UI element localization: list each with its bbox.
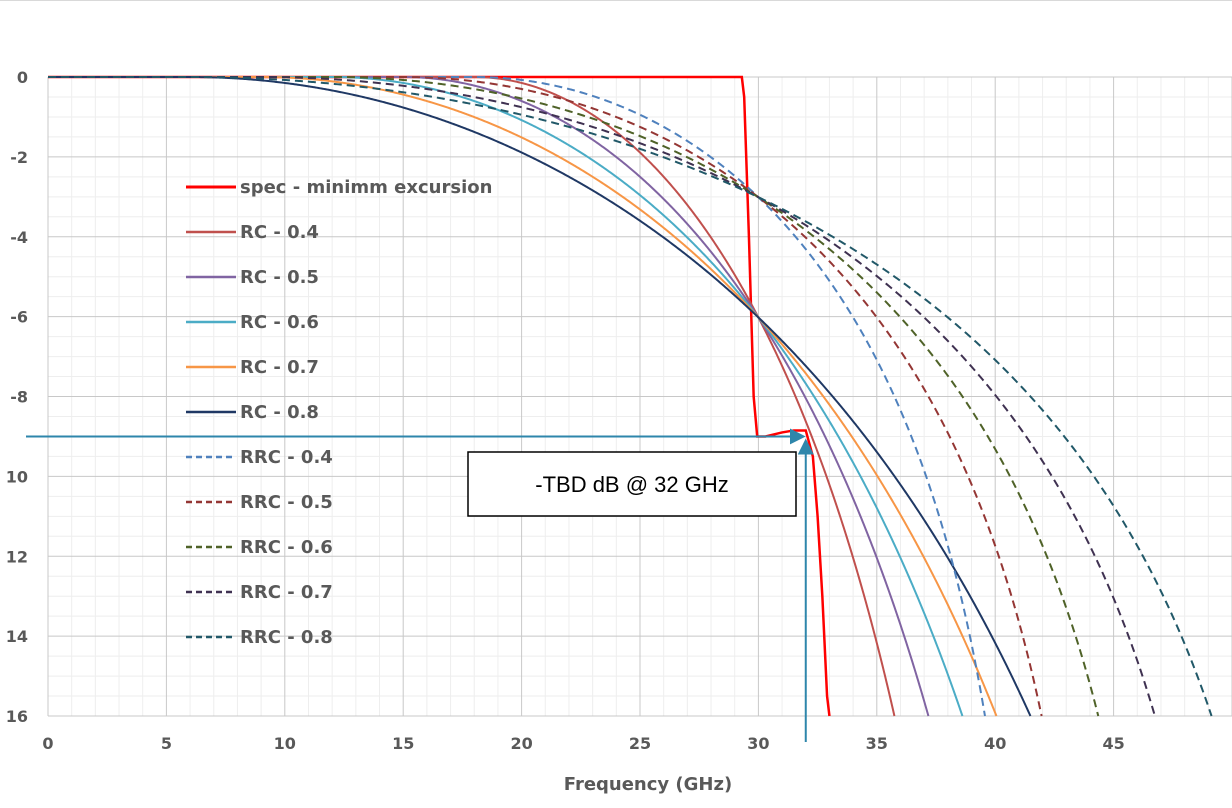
annotation-text: -TBD dB @ 32 GHz <box>535 472 729 497</box>
annotation-markers <box>26 428 814 742</box>
legend-label: RC - 0.7 <box>240 357 319 378</box>
y-tick-label: 14 <box>6 627 28 646</box>
legend-label: RRC - 0.5 <box>240 492 333 513</box>
x-tick-label: 25 <box>629 734 651 753</box>
series-line <box>48 75 831 717</box>
x-tick-label: 10 <box>274 734 296 753</box>
y-tick-label: 10 <box>6 467 28 486</box>
legend-label: RRC - 0.6 <box>240 537 333 558</box>
series-lines <box>48 75 1213 717</box>
grid <box>47 76 1232 717</box>
y-tick-label: -4 <box>10 228 28 247</box>
x-axis-title: Frequency (GHz) <box>564 774 732 795</box>
legend-label: spec - minimm excursion <box>240 177 492 198</box>
y-tick-label: -2 <box>10 148 28 167</box>
x-tick-label: 35 <box>866 734 888 753</box>
legend-label: RC - 0.5 <box>240 267 319 288</box>
y-tick-label: -6 <box>10 308 28 327</box>
x-tick-label: 45 <box>1102 734 1124 753</box>
y-tick-label: -8 <box>10 388 28 407</box>
y-tick-label: 0 <box>17 68 28 87</box>
y-tick-labels: 0 -2 -4 -6 -8 10 12 14 16 <box>6 68 28 726</box>
top-border <box>0 0 1232 1</box>
x-tick-label: 20 <box>510 734 532 753</box>
annotation-box <box>467 451 797 517</box>
y-tick-label: 16 <box>6 707 28 726</box>
series-line <box>48 76 1043 717</box>
x-tick-label: 30 <box>747 734 769 753</box>
legend-label: RC - 0.4 <box>240 222 319 243</box>
legend-label: RRC - 0.8 <box>240 627 333 648</box>
legend-label: RC - 0.6 <box>240 312 319 333</box>
legend: spec - minimm excursion RC - 0.4 RC - 0.5 R… <box>186 177 492 648</box>
x-tick-label: 15 <box>392 734 414 753</box>
x-tick-label: 40 <box>984 734 1006 753</box>
y-tick-label: 12 <box>6 547 28 566</box>
x-tick-label: 0 <box>42 734 53 753</box>
x-tick-labels: 0 5 10 15 20 25 30 35 40 45 <box>42 734 1124 753</box>
series-line <box>48 76 1213 717</box>
x-tick-label: 5 <box>161 734 172 753</box>
annotation: -TBD dB @ 32 GHz <box>467 451 797 517</box>
legend-label: RC - 0.8 <box>240 402 319 423</box>
legend-label: RRC - 0.7 <box>240 582 333 603</box>
legend-label: RRC - 0.4 <box>240 447 333 468</box>
